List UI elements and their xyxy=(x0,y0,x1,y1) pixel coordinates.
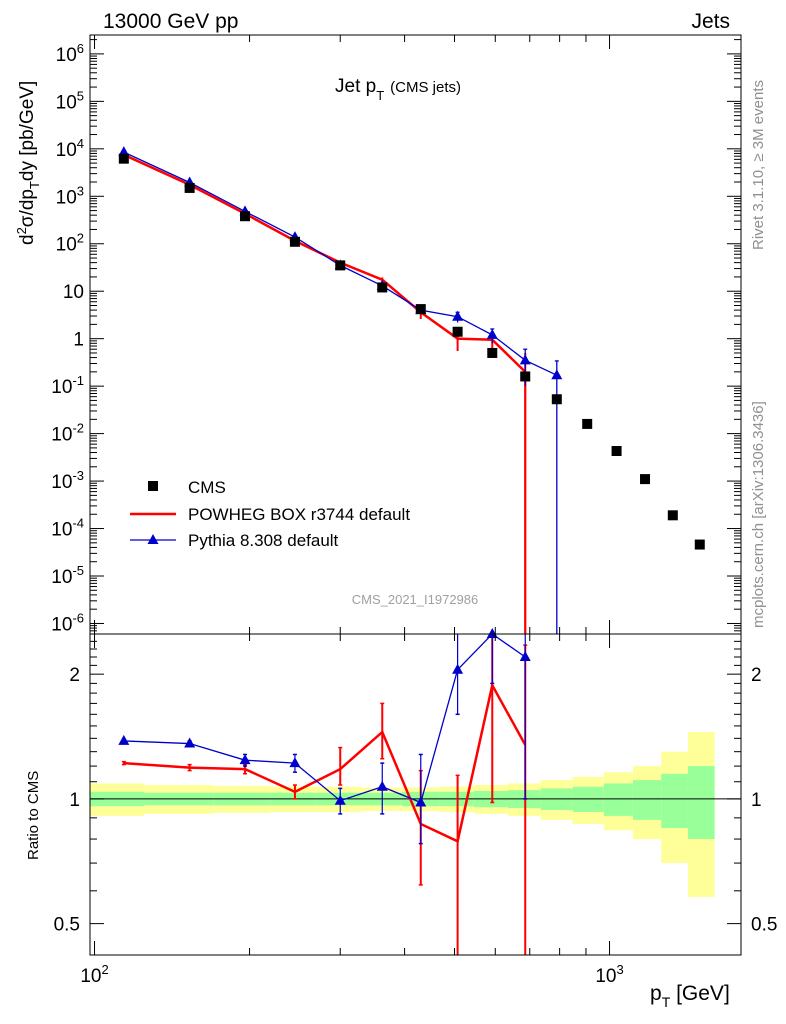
axes-frames: 102 10310610510410310210110-110-210-310-4… xyxy=(51,34,777,987)
cms-marker-square xyxy=(582,418,593,429)
y-tick-label: 10-5 xyxy=(51,563,84,588)
ratio-marker-triangle xyxy=(452,663,464,674)
cms-marker-square xyxy=(377,282,388,293)
y-tick-label: 106 xyxy=(56,41,84,66)
main-title-text: Jet p xyxy=(335,76,376,97)
cms-marker-square xyxy=(335,260,346,271)
ratio-marker-triangle xyxy=(376,780,388,791)
y-tick-label: 1 xyxy=(73,330,84,351)
y-tick-label: 10-1 xyxy=(51,373,84,398)
cms-marker-square xyxy=(487,347,498,358)
cms-marker-square xyxy=(118,153,129,164)
ratio-marker-triangle xyxy=(184,737,196,748)
ratio-y-tick-label-right: 2 xyxy=(751,665,762,686)
ratio-marker-triangle xyxy=(289,757,301,768)
ratio-y-tick-label: 1 xyxy=(69,790,80,811)
y-tick-label: 10-3 xyxy=(51,468,84,493)
ratio-marker-triangle xyxy=(334,794,346,805)
ratio-panel xyxy=(90,628,741,955)
band-inner xyxy=(632,780,662,820)
pythia-marker-triangle xyxy=(551,369,563,380)
pythia-marker-triangle xyxy=(452,310,464,321)
main-title-sub: T xyxy=(376,88,384,103)
y-tick-label: 103 xyxy=(56,183,84,208)
y-tick-label: 10-4 xyxy=(51,516,84,541)
cms-marker-square xyxy=(452,326,463,337)
header-right: Jets xyxy=(691,10,730,33)
ratio-series-line xyxy=(123,633,526,804)
cms-marker-square xyxy=(289,236,300,247)
ratio-y-tick-label: 0.5 xyxy=(54,915,80,936)
powheg-line xyxy=(123,153,527,373)
cms-marker-square xyxy=(640,474,651,485)
cms-marker-square xyxy=(611,446,622,457)
main-title-suffix: (CMS jets) xyxy=(390,79,461,96)
header-left: 13000 GeV pp xyxy=(103,10,238,33)
ratio-y-tick-label: 2 xyxy=(69,665,80,686)
ratio-marker-triangle xyxy=(519,651,531,662)
cms-marker-square xyxy=(520,371,531,382)
cms-marker-square xyxy=(240,211,251,222)
ratio-frame xyxy=(89,633,742,956)
pythia-marker-triangle xyxy=(486,328,498,339)
main-panel xyxy=(118,146,705,634)
cms-marker-square xyxy=(415,304,426,315)
legend-label: Pythia 8.308 default xyxy=(188,531,339,550)
cms-marker-square xyxy=(694,539,705,550)
ratio-series-line xyxy=(123,681,527,844)
ratio-xlabel: pT [GeV] xyxy=(650,982,730,1010)
ratio-y-tick-label-right: 1 xyxy=(751,790,762,811)
legend-cms-marker xyxy=(148,481,158,491)
cms-marker-square xyxy=(184,182,195,193)
pythia-marker-triangle xyxy=(118,146,130,157)
pythia-marker-triangle xyxy=(519,354,531,365)
ratio-y-tick-label-right: 0.5 xyxy=(751,915,777,936)
band-inner xyxy=(603,783,633,816)
legend-label: POWHEG BOX r3744 default xyxy=(188,505,410,524)
y-tick-label: 102 xyxy=(56,231,84,256)
main-ylabel: d2σ/dpTdy [pb/GeV] xyxy=(14,81,42,245)
x-tick-label: 102 xyxy=(80,962,108,987)
ratio-marker-triangle xyxy=(486,628,498,638)
y-tick-label: 10-6 xyxy=(51,610,84,635)
y-tick-label: 10-2 xyxy=(51,421,84,446)
band-inner xyxy=(661,773,688,829)
ratio-marker-triangle xyxy=(239,754,251,765)
y-tick-label: 10 xyxy=(63,282,84,303)
ratio-ylabel: Ratio to CMS xyxy=(25,771,42,860)
legend-label: CMS xyxy=(188,478,226,497)
main-title: Jet pT (CMS jets) xyxy=(335,76,461,103)
ratio-marker-triangle xyxy=(118,734,130,745)
ratio-marker-triangle xyxy=(415,796,427,807)
x-tick-label: 103 xyxy=(595,962,623,987)
y-tick-label: 105 xyxy=(56,88,84,113)
watermark: CMS_2021_I1972986 xyxy=(352,592,479,607)
side-label-bottom: mcplots.cern.ch [arXiv:1306.3436] xyxy=(750,401,767,628)
legend: CMS POWHEG BOX r3744 default Pythia 8.308 … xyxy=(130,478,410,550)
band-inner xyxy=(687,766,715,840)
legend-pythia-marker xyxy=(147,534,159,544)
cms-marker-square xyxy=(667,510,678,521)
cms-marker-square xyxy=(551,394,562,405)
side-label-top: Rivet 3.1.10, ≥ 3M events xyxy=(750,80,767,250)
y-tick-label: 104 xyxy=(56,136,84,161)
